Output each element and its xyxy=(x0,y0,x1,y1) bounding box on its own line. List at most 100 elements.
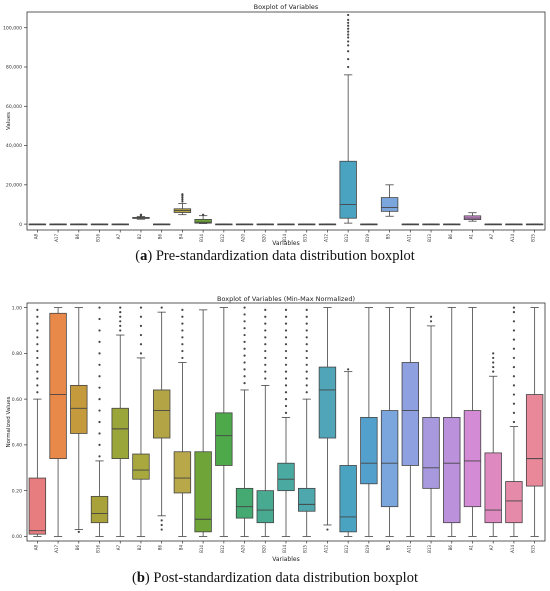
box-9 xyxy=(194,213,212,224)
box-10 xyxy=(215,223,233,226)
box-iqr xyxy=(173,451,192,494)
outlier-point xyxy=(243,361,246,364)
box-iqr xyxy=(339,160,357,219)
outlier-point xyxy=(284,349,288,353)
outlier-point xyxy=(181,200,184,203)
outlier-point xyxy=(243,313,246,316)
outlier-point xyxy=(36,315,39,318)
x-tick-label: B13 xyxy=(427,234,432,242)
outlier-point xyxy=(243,354,246,357)
x-tick-label: B4 xyxy=(178,234,183,240)
outlier-point xyxy=(139,343,143,346)
y-tick-label: 40,000 xyxy=(6,143,22,149)
outlier-point xyxy=(347,33,350,36)
outlier-point xyxy=(284,343,288,346)
outlier-point xyxy=(264,329,267,332)
outlier-point xyxy=(305,343,308,346)
x-tick-label: B15 xyxy=(531,545,536,553)
box-4 xyxy=(90,223,109,226)
outlier-point xyxy=(284,329,288,332)
x-tick-label: B6 xyxy=(448,545,453,551)
outlier-point xyxy=(243,347,246,350)
outlier-point xyxy=(512,375,516,378)
x-tick-label: B15 xyxy=(303,234,308,242)
outlier-point xyxy=(284,391,288,394)
box-23 xyxy=(484,223,502,226)
outlier-point xyxy=(347,30,350,33)
x-tick-label: A12 xyxy=(323,545,328,553)
outlier-point xyxy=(181,349,184,353)
outlier-point xyxy=(36,322,39,325)
box-8 xyxy=(173,308,192,537)
y-tick-label: 100,000 xyxy=(3,25,22,31)
box-10 xyxy=(215,307,233,537)
box-iqr xyxy=(360,417,378,485)
x-tick-label: B6 xyxy=(75,545,80,551)
x-tick-label: B14 xyxy=(199,234,204,242)
y-tick-label: 0.00 xyxy=(12,534,22,540)
box-iqr xyxy=(339,465,357,533)
x-tick-label: B14 xyxy=(282,234,287,242)
outlier-point xyxy=(36,363,39,366)
outlier-point xyxy=(284,322,288,325)
outlier-point xyxy=(119,320,122,323)
outlier-point xyxy=(347,50,350,53)
x-tick-label: B16 xyxy=(96,545,101,553)
x-tick-label: A12 xyxy=(323,234,328,242)
box-iqr xyxy=(463,410,482,508)
y-tick-label: 60,000 xyxy=(6,104,22,110)
outlier-point xyxy=(305,329,308,332)
outlier-point xyxy=(512,393,516,396)
outlier-point xyxy=(347,21,350,24)
outlier-point xyxy=(429,315,433,318)
box-iqr xyxy=(132,453,150,480)
x-tick-label: B19 xyxy=(365,234,370,242)
box-17 xyxy=(360,223,378,226)
chart-title: Boxplot of Variables (Min-Max Normalized… xyxy=(217,295,355,303)
outlier-point xyxy=(305,308,308,311)
box-iqr xyxy=(380,197,399,212)
outlier-point xyxy=(160,523,163,527)
outlier-point xyxy=(512,411,516,414)
outlier-point xyxy=(119,311,122,314)
x-tick-label: A7 xyxy=(489,234,494,240)
outlier-point xyxy=(512,420,516,424)
outlier-point xyxy=(347,65,350,69)
x-tick-label: B14 xyxy=(199,545,204,553)
outlier-point xyxy=(119,315,122,318)
box-iqr xyxy=(256,490,274,524)
box-19 xyxy=(401,223,420,226)
outlier-point xyxy=(512,306,516,309)
x-tick-label: B6 xyxy=(448,234,453,240)
outlier-point xyxy=(98,352,101,355)
box-3 xyxy=(70,307,88,533)
x-tick-label: B20 xyxy=(261,545,266,553)
outlier-point xyxy=(492,356,495,360)
outlier-point xyxy=(264,349,267,353)
outlier-point xyxy=(492,361,495,364)
x-tick-label: B14 xyxy=(282,545,287,553)
outlier-point xyxy=(512,384,516,387)
x-tick-label: A20 xyxy=(241,545,246,553)
y-tick-label: 80,000 xyxy=(6,65,22,71)
outlier-point xyxy=(284,411,288,414)
boxplot-chart-pre-standardization: Boxplot of Variables 0 20,000 40,000 60,000 8… xyxy=(0,0,550,248)
outlier-point xyxy=(305,384,308,387)
box-23 xyxy=(484,352,502,537)
outlier-point xyxy=(347,40,350,43)
box-11 xyxy=(235,223,254,226)
box-iqr xyxy=(70,384,88,434)
box-22 xyxy=(463,212,482,222)
outlier-point xyxy=(347,13,350,17)
outlier-point xyxy=(347,58,350,61)
box-11 xyxy=(235,306,254,537)
box-iqr xyxy=(443,417,461,524)
x-tick-label: B12 xyxy=(220,545,225,553)
box-9 xyxy=(194,309,212,537)
outlier-point xyxy=(264,315,267,318)
outlier-point xyxy=(139,213,143,216)
outlier-point xyxy=(119,329,122,332)
y-tick-label: 0 xyxy=(19,222,22,228)
outlier-point xyxy=(98,375,101,378)
